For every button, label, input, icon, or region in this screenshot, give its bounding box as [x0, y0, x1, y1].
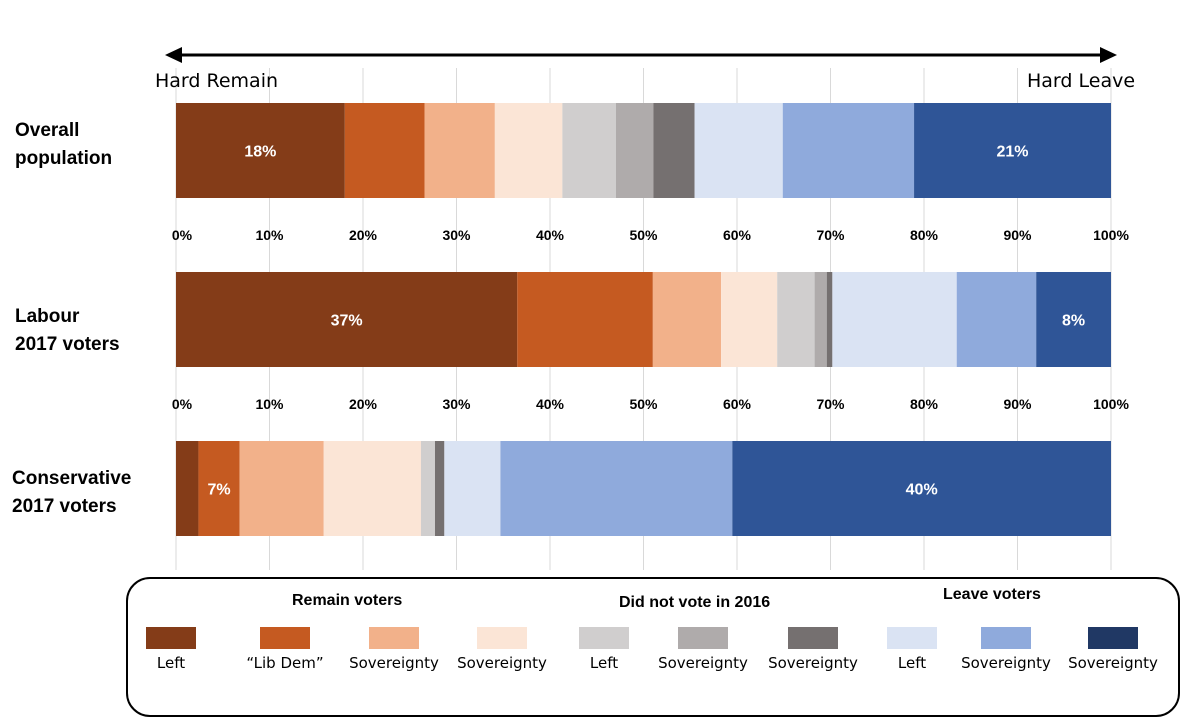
legend-swatch: [1088, 627, 1138, 649]
legend-heading-remain: Remain voters: [292, 592, 403, 609]
bar-segment: [956, 272, 1037, 367]
legend-heading-did-not-vote: Did not vote in 2016: [619, 594, 771, 611]
data-label: 18%: [244, 144, 276, 161]
bar-segment: [444, 441, 501, 536]
hard-remain-label: Hard Remain: [155, 70, 279, 92]
legend-swatch: [981, 627, 1031, 649]
bar-segment: [782, 103, 915, 198]
legend-swatch: [788, 627, 838, 649]
bar-segment: [1036, 272, 1111, 367]
row-label-line: 2017 voters: [15, 334, 120, 355]
tick-label: 100%: [1093, 396, 1129, 412]
row-label-overall: Overall population: [15, 117, 112, 173]
data-label: 40%: [906, 482, 938, 499]
legend-label: Sovereignty: [961, 654, 1051, 672]
bar-segment: [721, 272, 778, 367]
legend-swatch: [477, 627, 527, 649]
data-label: 21%: [997, 144, 1029, 161]
bar-segment: [732, 441, 1111, 536]
bar-segment: [500, 441, 733, 536]
tick-label: 10%: [255, 227, 284, 243]
hard-leave-label: Hard Leave: [1027, 70, 1136, 92]
data-label: 37%: [331, 313, 363, 330]
legend-label: Left: [156, 654, 186, 672]
legend-swatch: [887, 627, 937, 649]
bar-segment: [777, 272, 815, 367]
bar-segment: [344, 103, 425, 198]
bar-segment: [176, 103, 345, 198]
tick-label: 30%: [442, 396, 471, 412]
bar-segment: [694, 103, 783, 198]
tick-label: 30%: [442, 227, 471, 243]
stacked-bar-chart: 18% 21% 37% 8% 7% 40% 0% 10% 20% 30% 40% 50% 60% 70%…: [165, 47, 1130, 570]
legend-label: Sovereignty: [768, 654, 858, 672]
row-label-line: Labour: [15, 306, 80, 327]
legend-swatch: [146, 627, 196, 649]
tick-label: 50%: [629, 227, 658, 243]
legend-label: Sovereignty: [457, 654, 547, 672]
legend-label: Sovereignty: [658, 654, 748, 672]
legend-label: Sovereignty: [1068, 654, 1158, 672]
bar-segment: [652, 272, 722, 367]
tick-label: 40%: [536, 396, 565, 412]
bars: 18% 21% 37% 8% 7% 40%: [176, 103, 1111, 536]
tick-label: 40%: [536, 227, 565, 243]
legend-label: Left: [589, 654, 619, 672]
bar-segment: [814, 272, 827, 367]
data-label: 7%: [207, 482, 230, 499]
tick-label: 50%: [629, 396, 658, 412]
bar-segment: [653, 103, 695, 198]
tick-label: 80%: [910, 227, 939, 243]
bar-segment: [914, 103, 1111, 198]
tick-label: 20%: [349, 396, 378, 412]
bar-segment: [826, 272, 833, 367]
bar-segment: [832, 272, 957, 367]
tick-label: 80%: [910, 396, 939, 412]
row-label-conservative: Conservative 2017 voters: [12, 465, 131, 521]
legend-label: Sovereignty: [349, 654, 439, 672]
tick-label: 90%: [1003, 396, 1032, 412]
bar-segment: [198, 441, 240, 536]
bar-segment: [434, 441, 445, 536]
tick-label: 10%: [255, 396, 284, 412]
data-label: 8%: [1062, 313, 1085, 330]
tick-label: 20%: [349, 227, 378, 243]
tick-label: 0%: [172, 227, 193, 243]
row-label-line: population: [15, 148, 113, 169]
tick-labels: 0% 10% 20% 30% 40% 50% 60% 70% 80% 90% 100% 0% 10% 20…: [172, 227, 1130, 412]
legend-swatch: [369, 627, 419, 649]
bar-segment: [424, 103, 495, 198]
row-label-labour: Labour 2017 voters: [15, 303, 120, 359]
legend-swatch: [579, 627, 629, 649]
row-label-line: Overall: [15, 120, 80, 141]
bar-segment: [323, 441, 421, 536]
legend-label: Left: [897, 654, 927, 672]
tick-label: 60%: [723, 227, 752, 243]
tick-label: 70%: [816, 396, 845, 412]
bar-segment: [517, 272, 653, 367]
row-label-line: Conservative: [12, 468, 132, 489]
tick-label: 0%: [172, 396, 193, 412]
legend-swatch: [260, 627, 310, 649]
legend-swatch: [678, 627, 728, 649]
bar-segment: [494, 103, 563, 198]
row-label-line: 2017 voters: [12, 496, 117, 517]
legend-label: “Lib Dem”: [246, 654, 324, 672]
tick-label: 90%: [1003, 227, 1032, 243]
legend-heading-leave: Leave voters: [943, 586, 1041, 603]
tick-label: 60%: [723, 396, 752, 412]
tick-label: 70%: [816, 227, 845, 243]
scale-arrow: [165, 47, 1117, 63]
bar-segment: [562, 103, 616, 198]
tick-label: 100%: [1093, 227, 1129, 243]
bar-segment: [176, 441, 199, 536]
bar-segment: [420, 441, 435, 536]
bar-segment: [176, 272, 518, 367]
bar-segment: [615, 103, 654, 198]
bar-segment: [239, 441, 324, 536]
